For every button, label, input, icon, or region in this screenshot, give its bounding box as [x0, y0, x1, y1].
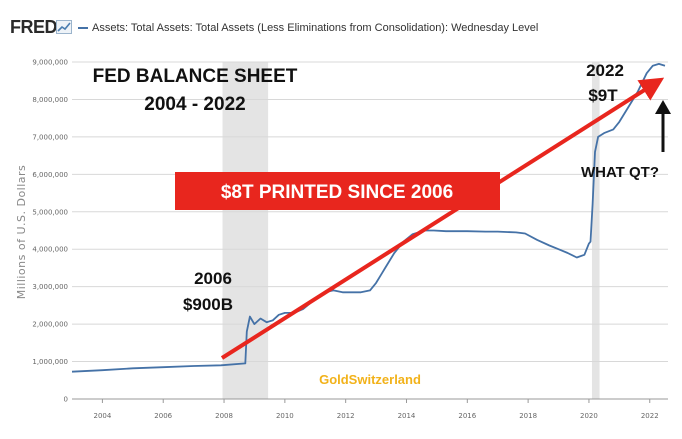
- x-tick-label: 2008: [215, 412, 233, 420]
- x-tick-label: 2016: [458, 412, 476, 420]
- annotation-title-line1: FED BALANCE SHEET: [93, 66, 298, 87]
- x-tick-label: 2020: [580, 412, 598, 420]
- y-tick-label: 4,000,000: [32, 246, 68, 254]
- trend-arrow: [220, 77, 665, 360]
- annotation-2022-value: $9T: [588, 86, 618, 105]
- annotation-title-line2: 2004 - 2022: [144, 94, 245, 115]
- y-tick-label: 1,000,000: [32, 358, 68, 366]
- x-tick-label: 2004: [93, 412, 111, 420]
- watermark: GoldSwitzerland: [319, 372, 421, 387]
- recession-layer: [222, 62, 600, 399]
- series-legend[interactable]: Assets: Total Assets: Total Assets (Less…: [78, 22, 538, 34]
- y-axis: 0 1,000,000 2,000,000 3,000,000 4,000,000 5,0…: [32, 59, 68, 404]
- y-tick-label: 3,000,000: [32, 283, 68, 291]
- fred-logo[interactable]: FRED: [10, 17, 58, 37]
- legend-swatch: [78, 27, 88, 30]
- annotation-2022-year: 2022: [586, 61, 624, 80]
- annotation-2006-year: 2006: [194, 269, 232, 288]
- recession-band: [591, 62, 600, 399]
- series-title: Assets: Total Assets: Total Assets (Less…: [92, 22, 539, 34]
- y-tick-label: 2,000,000: [32, 321, 68, 329]
- x-tick-label: 2014: [398, 412, 416, 420]
- y-tick-label: 7,000,000: [32, 133, 68, 141]
- x-tick-label: 2006: [154, 412, 172, 420]
- x-tick-label: 2010: [276, 412, 294, 420]
- y-tick-label: 9,000,000: [32, 59, 68, 67]
- banner-text: $8T PRINTED SINCE 2006: [221, 182, 453, 203]
- x-tick-label: 2022: [641, 412, 659, 420]
- annotation-what-qt: WHAT QT?: [581, 164, 659, 181]
- fred-graph-icon: [56, 20, 72, 34]
- x-axis: 2004 2006 2008 2010 2012 2014 2016 2018 2020 2022: [72, 398, 668, 420]
- x-tick-label: 2012: [337, 412, 355, 420]
- banner-box: [175, 172, 500, 210]
- annotation-2006-value: $900B: [183, 295, 233, 314]
- fred-header: FRED Assets: Total Assets: Total Assets …: [0, 0, 682, 44]
- what-qt-arrowhead: [655, 100, 671, 114]
- y-tick-label: 5,000,000: [32, 208, 68, 216]
- y-tick-label: 0: [64, 396, 68, 404]
- x-tick-label: 2018: [519, 412, 537, 420]
- y-tick-label: 6,000,000: [32, 171, 68, 179]
- y-tick-label: 8,000,000: [32, 96, 68, 104]
- y-axis-label: Millions of U.S. Dollars: [15, 165, 28, 300]
